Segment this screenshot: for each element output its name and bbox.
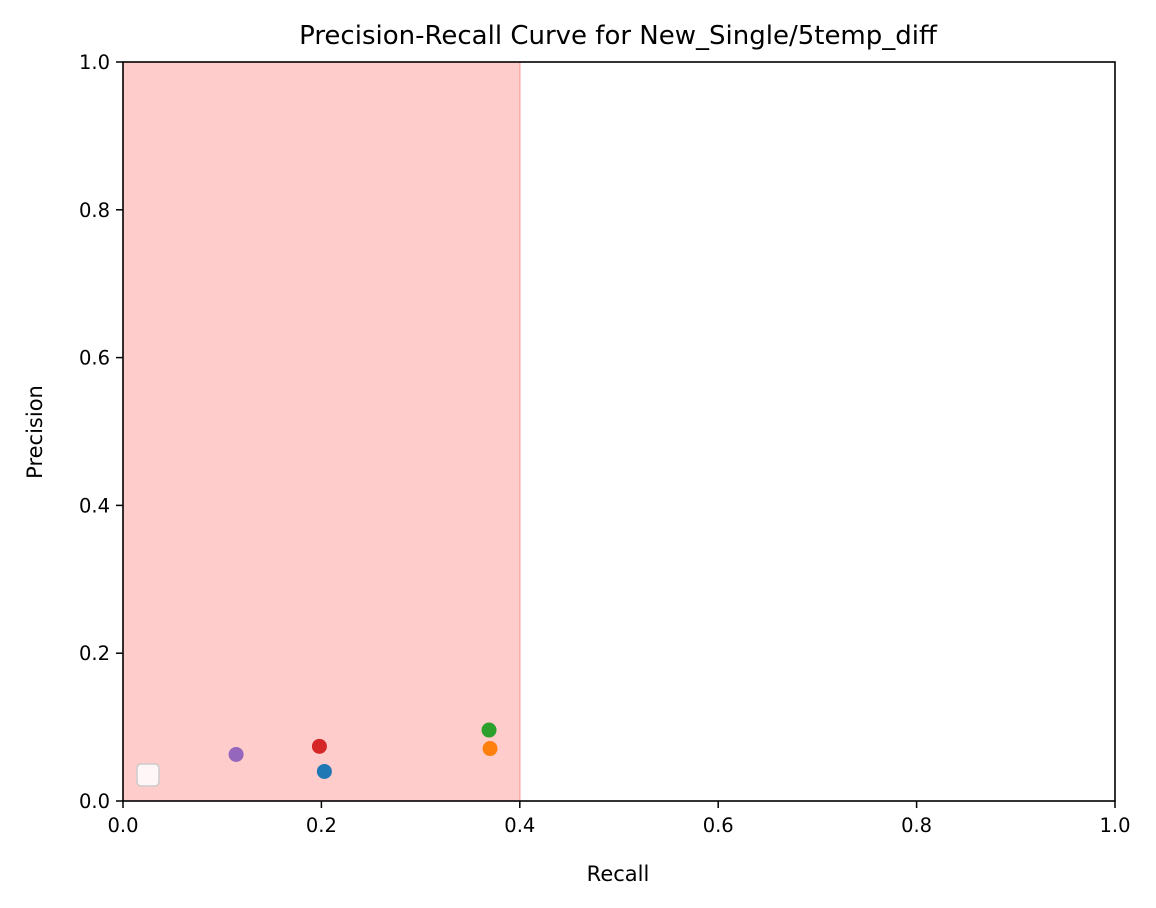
legend-box [136,763,160,787]
x-axis-label: Recall [587,862,650,886]
y-tick-label-2: 0.4 [79,494,110,517]
data-point-2 [482,741,498,757]
shaded-region [123,62,520,801]
x-tick-label-2: 0.4 [504,814,535,837]
data-point-4 [311,738,327,754]
x-tick-label-3: 0.6 [703,814,734,837]
x-tick-label-0: 0.0 [107,814,138,837]
y-tick-label-0: 0.0 [79,790,110,813]
x-tick-label-4: 0.8 [901,814,932,837]
x-tick-label-1: 0.2 [306,814,337,837]
y-tick-label-1: 0.2 [79,642,110,665]
data-point-5 [228,746,244,762]
y-axis-label: Precision [23,385,47,479]
axes-frame [122,61,1116,802]
y-tick-label-3: 0.6 [79,347,110,370]
y-tick-label-4: 0.8 [79,199,110,222]
data-point-3 [481,722,497,738]
y-tick-label-5: 1.0 [79,51,110,74]
plot-area: 0.0 0.2 0.4 0.6 0.8 1.0 0.0 0.2 0.4 0.6 0.8 1.0 [79,51,1131,837]
chart-title: Precision-Recall Curve for New_Single/5t… [299,21,938,51]
data-point-1 [316,763,332,779]
x-tick-label-5: 1.0 [1099,814,1130,837]
